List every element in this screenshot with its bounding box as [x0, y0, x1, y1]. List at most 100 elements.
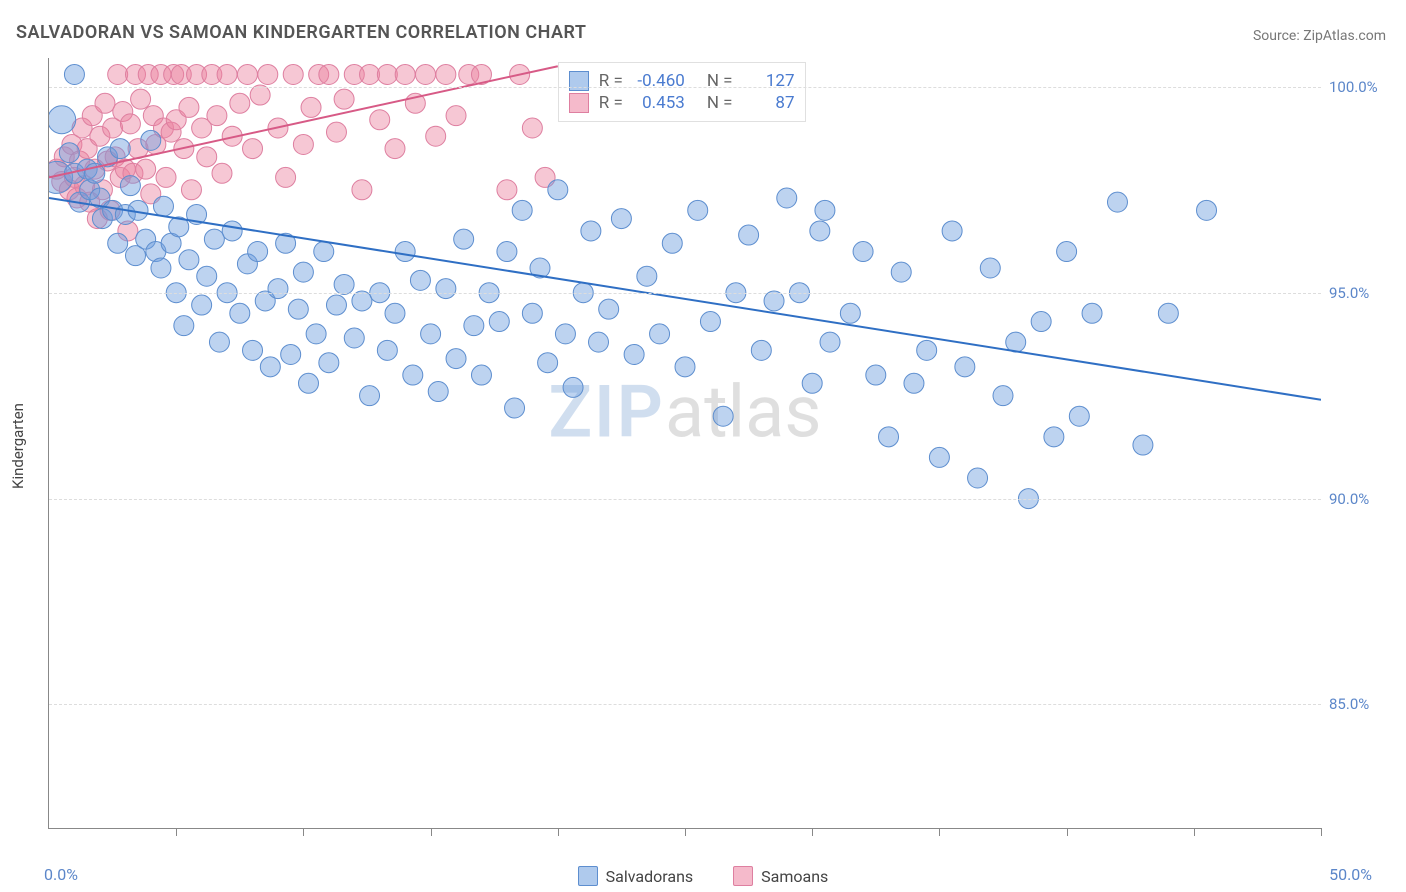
x-tick	[812, 828, 813, 836]
point-samoans	[120, 114, 140, 134]
source-attribution: Source: ZipAtlas.com	[1253, 28, 1386, 44]
point-salvadorans	[179, 250, 199, 270]
point-salvadorans	[243, 340, 263, 360]
point-salvadorans	[110, 139, 130, 159]
point-salvadorans	[151, 258, 171, 278]
point-salvadorans	[153, 196, 173, 216]
point-samoans	[217, 64, 237, 84]
legend-label: Salvadorans	[606, 867, 693, 886]
point-salvadorans	[555, 324, 575, 344]
point-salvadorans	[955, 357, 975, 377]
point-salvadorans	[344, 328, 364, 348]
point-samoans	[436, 64, 456, 84]
point-salvadorans	[385, 303, 405, 323]
x-tick	[176, 828, 177, 836]
x-axis-max-label: 50.0%	[1329, 865, 1372, 884]
point-salvadorans	[428, 382, 448, 402]
point-salvadorans	[1057, 242, 1077, 262]
point-salvadorans	[1069, 406, 1089, 426]
point-salvadorans	[891, 262, 911, 282]
gridline	[49, 499, 1321, 500]
point-salvadorans	[840, 303, 860, 323]
point-salvadorans	[120, 176, 140, 196]
legend-item: Samoans	[733, 866, 828, 886]
point-salvadorans	[204, 229, 224, 249]
point-salvadorans	[377, 340, 397, 360]
point-salvadorans	[1082, 303, 1102, 323]
point-salvadorans	[489, 312, 509, 332]
point-salvadorans	[980, 258, 1000, 278]
point-salvadorans	[497, 242, 517, 262]
legend-swatch	[578, 866, 598, 886]
gridline	[49, 293, 1321, 294]
point-samoans	[230, 93, 250, 113]
point-salvadorans	[298, 373, 318, 393]
x-tick	[685, 828, 686, 836]
y-tick-label: 95.0%	[1329, 284, 1389, 302]
point-samoans	[197, 147, 217, 167]
point-samoans	[250, 85, 270, 105]
point-salvadorans	[306, 324, 326, 344]
point-samoans	[360, 64, 380, 84]
point-samoans	[156, 167, 176, 187]
point-salvadorans	[1197, 200, 1217, 220]
point-salvadorans	[326, 295, 346, 315]
point-salvadorans	[815, 200, 835, 220]
point-salvadorans	[802, 373, 822, 393]
point-salvadorans	[1006, 332, 1026, 352]
point-salvadorans	[879, 427, 899, 447]
point-salvadorans	[360, 386, 380, 406]
x-tick	[303, 828, 304, 836]
point-salvadorans	[777, 188, 797, 208]
point-samoans	[301, 97, 321, 117]
x-tick	[1067, 828, 1068, 836]
point-samoans	[522, 118, 542, 138]
point-salvadorans	[1031, 312, 1051, 332]
bottom-legend: Salvadorans Samoans	[0, 866, 1406, 886]
point-salvadorans	[454, 229, 474, 249]
point-salvadorans	[395, 242, 415, 262]
point-samoans	[243, 139, 263, 159]
point-salvadorans	[624, 344, 644, 364]
scatter-svg	[49, 58, 1321, 828]
point-samoans	[95, 93, 115, 113]
point-salvadorans	[866, 365, 886, 385]
point-samoans	[319, 64, 339, 84]
point-salvadorans	[248, 242, 268, 262]
point-samoans	[212, 163, 232, 183]
point-samoans	[370, 110, 390, 130]
point-salvadorans	[446, 349, 466, 369]
x-tick	[558, 828, 559, 836]
y-tick-label: 85.0%	[1329, 695, 1389, 713]
point-salvadorans	[1107, 192, 1127, 212]
point-samoans	[497, 180, 517, 200]
point-salvadorans	[403, 365, 423, 385]
point-salvadorans	[662, 233, 682, 253]
point-salvadorans	[563, 377, 583, 397]
point-salvadorans	[675, 357, 695, 377]
point-samoans	[416, 64, 436, 84]
point-samoans	[136, 159, 156, 179]
point-salvadorans	[751, 340, 771, 360]
point-salvadorans	[589, 332, 609, 352]
point-salvadorans	[319, 353, 339, 373]
point-salvadorans	[436, 279, 456, 299]
point-samoans	[283, 64, 303, 84]
point-salvadorans	[222, 221, 242, 241]
point-salvadorans	[548, 180, 568, 200]
point-samoans	[293, 134, 313, 154]
point-salvadorans	[637, 266, 657, 286]
point-salvadorans	[421, 324, 441, 344]
point-salvadorans	[334, 274, 354, 294]
point-salvadorans	[599, 299, 619, 319]
point-salvadorans	[64, 64, 84, 84]
point-salvadorans	[108, 233, 128, 253]
point-salvadorans	[700, 312, 720, 332]
point-salvadorans	[209, 332, 229, 352]
y-tick-label: 100.0%	[1329, 78, 1389, 96]
x-tick	[1321, 828, 1322, 836]
point-salvadorans	[764, 291, 784, 311]
legend-swatch	[733, 866, 753, 886]
point-salvadorans	[505, 398, 525, 418]
point-samoans	[181, 180, 201, 200]
